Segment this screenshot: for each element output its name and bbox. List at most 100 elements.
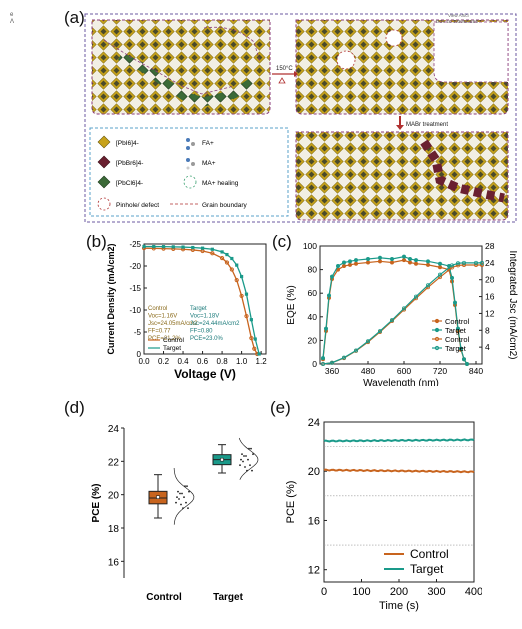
data-point — [171, 245, 175, 249]
data-point — [479, 260, 484, 265]
pce-boxplot: 16 18 20 22 24 PCE (%) Control Target — [91, 424, 259, 603]
data-point — [425, 259, 430, 264]
data-point — [161, 245, 166, 249]
y-tick-label: 20 — [108, 491, 120, 502]
jv-curve-chart: 0.0 0.2 0.4 0.6 0.8 1.0 1.2 0 -5 -10 -15 -20 -25 Volt… — [106, 240, 268, 381]
y-tick-label: -15 — [129, 284, 141, 293]
series-line-target — [323, 438, 475, 443]
data-dot — [246, 469, 248, 472]
legend-label-pbbr6: [PbBr6]4- — [116, 160, 143, 167]
y2-tick-label: 16 — [485, 292, 495, 302]
data-point — [336, 264, 341, 269]
legend-label-ma: MA+ — [202, 160, 216, 167]
x-category-label: Control — [146, 592, 182, 603]
data-dot — [183, 496, 185, 499]
x-tick-label: 100 — [352, 586, 370, 598]
data-point — [252, 346, 257, 351]
data-point — [348, 259, 353, 264]
data-point — [401, 306, 406, 311]
data-point — [437, 265, 442, 270]
data-point — [458, 346, 463, 351]
x-tick-label: 720 — [433, 366, 447, 376]
x-tick-label: 0.0 — [138, 357, 150, 366]
data-point — [249, 336, 254, 341]
panel-c-label: (c) — [272, 232, 292, 251]
data-point — [413, 258, 418, 263]
annotation-control: Control — [148, 306, 167, 312]
annotation-target: PCE=23.0% — [190, 336, 224, 342]
x-tick-label: 600 — [397, 366, 411, 376]
data-point — [366, 260, 371, 265]
data-point — [413, 261, 418, 266]
y2-axis-label: Integrated Jsc (mA/cm2) — [507, 251, 518, 360]
data-dot — [182, 507, 184, 510]
x-tick-label: 300 — [427, 586, 445, 598]
legend-marker — [434, 327, 440, 333]
x-tick-label: 0.6 — [197, 357, 209, 366]
y-tick-label: -25 — [129, 240, 141, 249]
octahedron-maroon-icon — [97, 155, 111, 169]
legend-label: Control — [163, 337, 185, 344]
x-tick-label: 1.2 — [256, 357, 268, 366]
data-point — [235, 263, 239, 267]
annotation-target: Target — [190, 306, 207, 312]
data-dot — [249, 464, 251, 467]
plot-frame — [323, 421, 475, 583]
legend-label-grain-boundary: Grain boundary — [202, 202, 248, 209]
data-point — [354, 348, 359, 353]
panel-a-label: (a) — [64, 8, 85, 27]
y2-tick-label: 28 — [485, 241, 495, 251]
octahedron-gold-icon — [97, 135, 111, 149]
panel-d-label: (d) — [64, 398, 85, 417]
data-point — [342, 355, 347, 360]
y2-tick-label: 24 — [485, 258, 495, 268]
data-point — [219, 255, 225, 261]
treatment-label: MABr treatment — [406, 122, 448, 128]
legend-marker — [434, 336, 440, 342]
legend-label: Target — [163, 345, 181, 352]
y-tick-label: 12 — [308, 565, 320, 577]
x-tick-label: 0.8 — [217, 357, 229, 366]
data-point — [437, 272, 442, 277]
legend-label-pbi6: [PbI6]4- — [116, 140, 139, 147]
data-point — [239, 293, 244, 299]
data-point — [240, 274, 244, 279]
distribution-curve — [173, 467, 195, 525]
data-point — [191, 245, 195, 250]
legend-label-ma-healing: MA+ healing — [202, 180, 239, 187]
y-tick-label: 20 — [308, 335, 318, 345]
y2-tick-label: 12 — [485, 308, 495, 318]
corner-text-1: View Articl — [448, 13, 469, 18]
data-dot — [187, 507, 189, 510]
annotation-target: Voc=1.18V — [190, 314, 219, 320]
data-point — [249, 318, 253, 322]
data-point — [407, 256, 412, 261]
y-axis-label: PCE (%) — [91, 484, 102, 523]
data-point — [253, 337, 257, 341]
mean-marker — [220, 457, 224, 462]
data-dot — [177, 490, 179, 493]
data-dot — [181, 492, 183, 495]
legend-label: Target — [410, 562, 444, 576]
annotation-control: Jsc=24.05mA/cm2 — [148, 321, 198, 327]
y-tick-label: 16 — [308, 515, 320, 527]
y-tick-label: -20 — [129, 262, 141, 271]
data-dot — [240, 458, 242, 461]
legend-label: Control — [410, 547, 449, 561]
data-point — [229, 267, 234, 272]
data-point — [330, 360, 335, 365]
healing-circle-icon — [183, 175, 197, 189]
y-tick-label: 60 — [308, 288, 318, 298]
data-point — [366, 256, 371, 261]
data-dot — [244, 466, 246, 468]
x-axis-label: Voltage (V) — [174, 367, 236, 381]
data-point — [225, 252, 229, 257]
data-dot — [180, 503, 182, 506]
data-point — [224, 260, 230, 265]
data-point — [327, 293, 332, 298]
data-point — [234, 277, 239, 283]
data-dot — [241, 453, 243, 456]
data-dot — [175, 501, 177, 504]
data-dot — [179, 492, 181, 495]
